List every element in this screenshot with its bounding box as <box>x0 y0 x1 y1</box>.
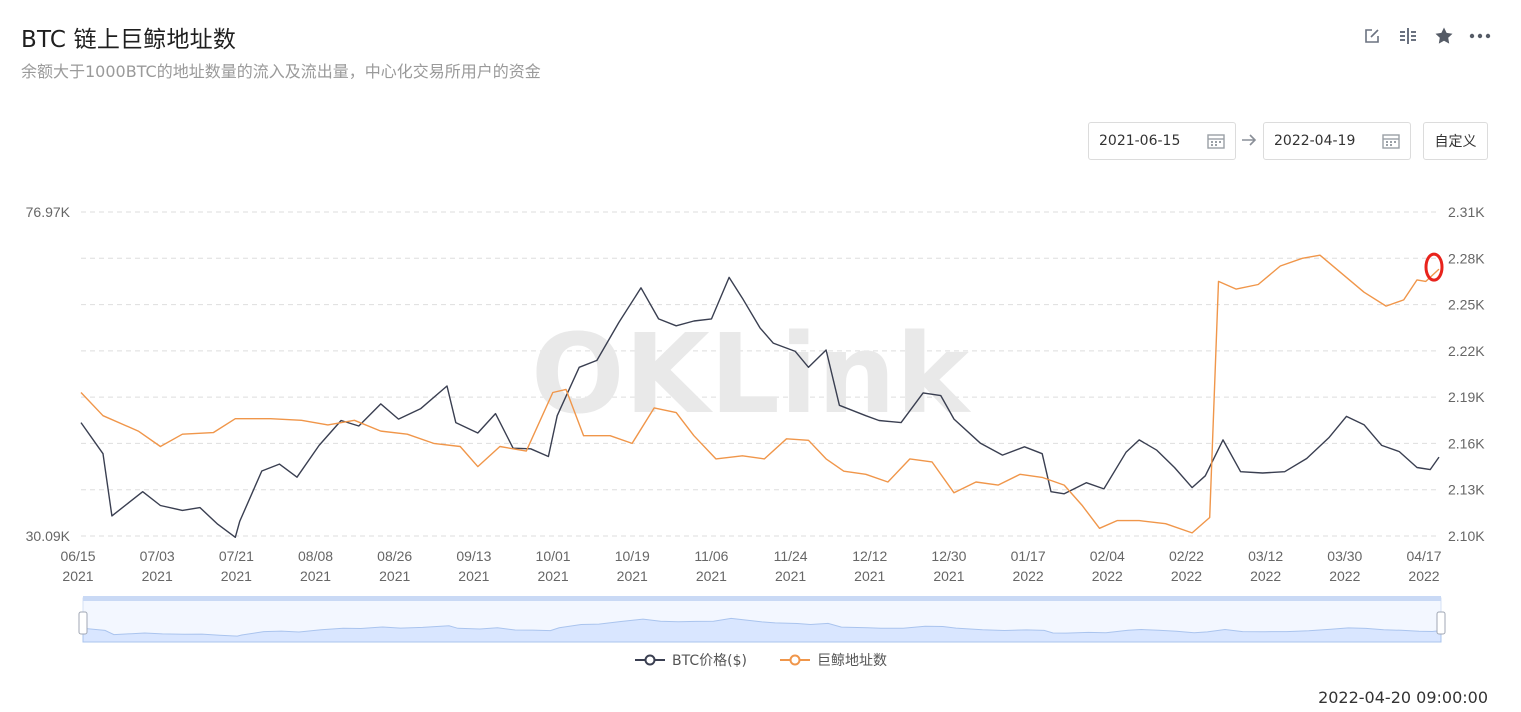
x-tick-year-label: 2022 <box>1013 568 1044 584</box>
x-tick-label: 11/06 <box>694 548 728 564</box>
chart-canvas: 2.31K 2.28K 2.25K 2.22K 2.19K 2.16K 2.13K 2.10K… <box>26 204 1485 643</box>
x-tick-year-label: 2021 <box>933 568 964 584</box>
x-tick-year-label: 2021 <box>221 568 252 584</box>
calendar-icon <box>1382 133 1400 149</box>
x-tick-year-label: 2021 <box>379 568 410 584</box>
x-tick-label: 12/12 <box>852 548 887 564</box>
x-tick-label: 12/30 <box>931 548 966 564</box>
compare-icon[interactable] <box>1397 25 1419 47</box>
y-right-tick-label: 2.25K <box>1448 297 1485 313</box>
x-tick-year-label: 2022 <box>1250 568 1281 584</box>
legend-price-label: BTC价格($) <box>672 653 747 669</box>
legend-item-price[interactable]: BTC价格($) <box>634 650 747 670</box>
legend-whale-label: 巨鲸地址数 <box>816 653 887 669</box>
x-tick-year-label: 2022 <box>1171 568 1202 584</box>
x-tick-year-label: 2022 <box>1329 568 1360 584</box>
x-tick-label: 07/21 <box>219 548 254 564</box>
x-tick-label: 07/03 <box>140 548 175 564</box>
x-tick-label: 09/13 <box>456 548 491 564</box>
x-tick-year-label: 2021 <box>458 568 489 584</box>
chart-legend: BTC价格($) 巨鲸地址数 <box>0 650 1521 670</box>
highlight-circle <box>1424 252 1444 282</box>
y-right-tick-label: 2.19K <box>1448 389 1485 405</box>
x-tick-label: 03/30 <box>1327 548 1362 564</box>
x-tick-label: 10/19 <box>615 548 650 564</box>
x-tick-label: 03/12 <box>1248 548 1283 564</box>
chart-toolbar <box>1361 25 1491 47</box>
y-right-tick-label: 2.28K <box>1448 250 1485 266</box>
zoom-slider-topbar <box>83 596 1441 601</box>
series-line-whale-count <box>80 254 1440 534</box>
x-tick-year-label: 2021 <box>142 568 173 584</box>
custom-range-button[interactable]: 自定义 <box>1423 122 1488 160</box>
x-tick-label: 08/08 <box>298 548 333 564</box>
calendar-icon <box>1207 133 1225 149</box>
arrow-right-icon <box>1240 131 1258 153</box>
y-right-tick-label: 2.13K <box>1448 482 1485 498</box>
page-subtitle: 余额大于1000BTC的地址数量的流入及流出量，中心化交易所用户的资金 <box>21 62 541 81</box>
x-tick-label: 06/15 <box>60 548 95 564</box>
start-date-value: 2021-06-15 <box>1099 133 1181 149</box>
x-tick-label: 11/24 <box>774 548 808 564</box>
y-right-tick-label: 2.22K <box>1448 343 1485 359</box>
x-tick-year-label: 2021 <box>617 568 648 584</box>
x-tick-label: 04/17 <box>1406 548 1441 564</box>
x-tick-year-label: 2021 <box>775 568 806 584</box>
end-date-value: 2022-04-19 <box>1274 133 1356 149</box>
x-tick-year-label: 2021 <box>696 568 727 584</box>
y-right-tick-label: 2.10K <box>1448 528 1485 544</box>
legend-price-marker <box>635 654 666 666</box>
y-right-tick-label: 2.31K <box>1448 204 1485 220</box>
x-tick-label: 02/22 <box>1169 548 1204 564</box>
x-tick-year-label: 2021 <box>854 568 885 584</box>
more-icon[interactable] <box>1469 25 1491 47</box>
x-tick-label: 02/04 <box>1090 548 1125 564</box>
legend-whale-marker <box>779 654 810 666</box>
y-left-tick-label: 76.97K <box>26 204 71 220</box>
x-tick-label: 01/17 <box>1011 548 1046 564</box>
watermark-logo: OKLink <box>531 310 972 438</box>
page-title: BTC 链上巨鲸地址数 <box>21 27 237 53</box>
x-tick-year-label: 2021 <box>300 568 331 584</box>
x-tick-year-label: 2021 <box>62 568 93 584</box>
zoom-slider-preview <box>82 617 1442 643</box>
x-tick-label: 08/26 <box>377 548 412 564</box>
update-timestamp: 2022-04-20 09:00:00 <box>1318 688 1488 707</box>
y-left-tick-label: 30.09K <box>26 528 71 544</box>
zoom-handle-right[interactable] <box>1436 611 1446 635</box>
x-tick-year-label: 2022 <box>1408 568 1439 584</box>
x-tick-label: 10/01 <box>536 548 571 564</box>
start-date-input[interactable]: 2021-06-15 <box>1088 122 1236 160</box>
zoom-handle-left[interactable] <box>78 611 88 635</box>
star-icon[interactable] <box>1433 25 1455 47</box>
end-date-input[interactable]: 2022-04-19 <box>1263 122 1411 160</box>
legend-item-whale[interactable]: 巨鲸地址数 <box>779 650 887 670</box>
x-tick-year-label: 2022 <box>1092 568 1123 584</box>
x-tick-year-label: 2021 <box>537 568 568 584</box>
edit-icon[interactable] <box>1361 25 1383 47</box>
y-right-tick-label: 2.16K <box>1448 435 1485 451</box>
